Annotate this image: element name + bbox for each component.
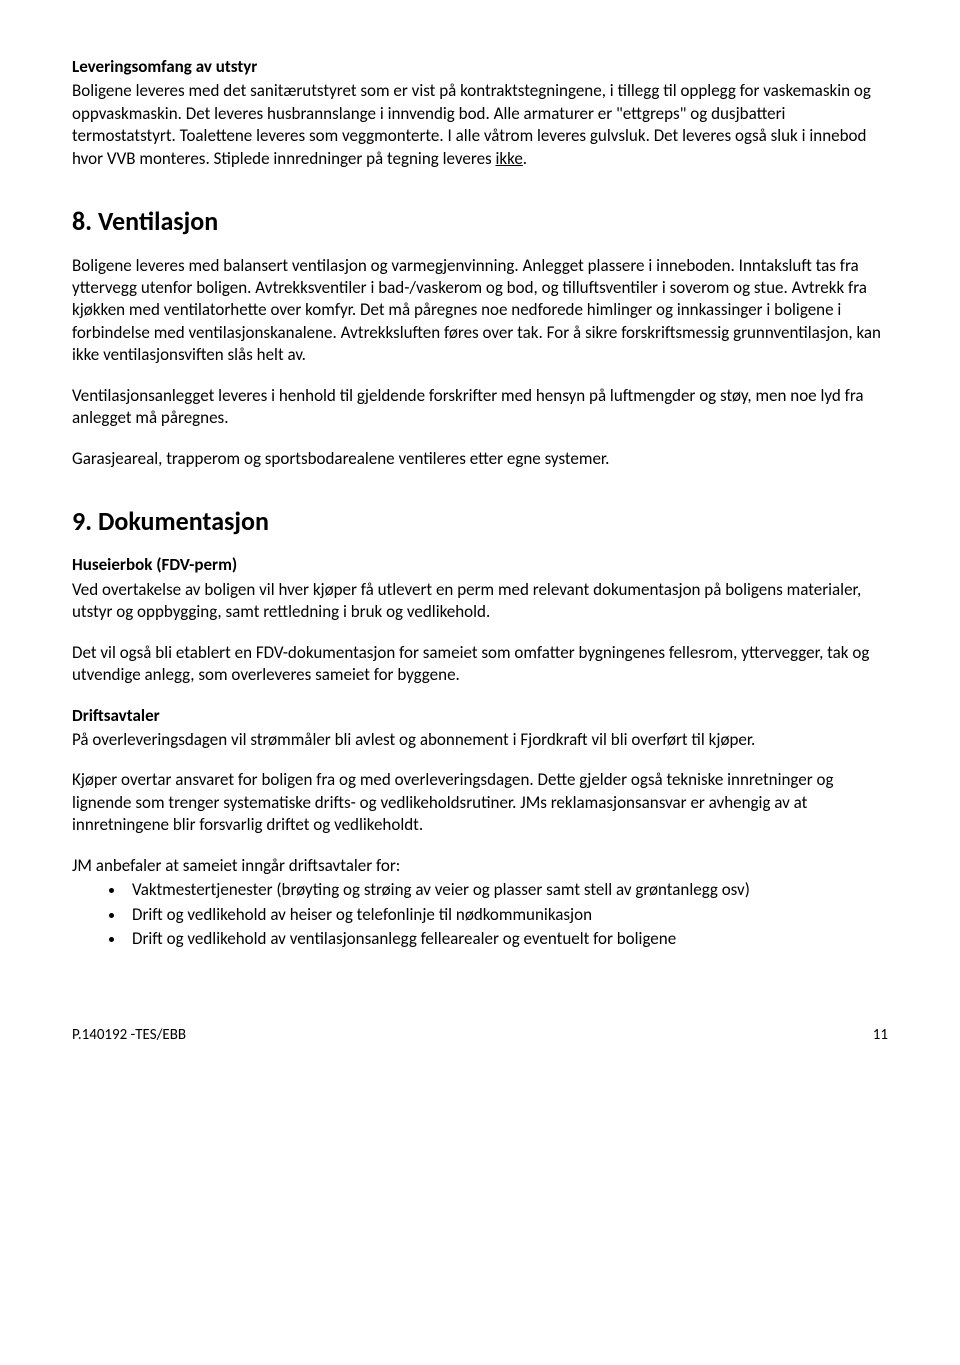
- footer-left: P.140192 -TES/EBB: [72, 1026, 186, 1044]
- list-item: Vaktmestertjenester (brøyting og strøing…: [126, 879, 888, 901]
- subheading-huseierbok: Huseierbok (FDV-perm): [72, 554, 888, 576]
- page-footer: P.140192 -TES/EBB 11: [72, 1026, 888, 1046]
- subheading-leveringsomfang: Leveringsomfang av utstyr: [72, 56, 888, 78]
- section-title-dokumentasjon: 9. Dokumentasjon: [72, 504, 888, 538]
- para-driftsavtaler-2: Kjøper overtar ansvaret for boligen fra …: [72, 769, 888, 836]
- para-ventilasjon-2: Ventilasjonsanlegget leveres i henhold t…: [72, 385, 888, 430]
- para-driftsavtaler-1: På overleveringsdagen vil strømmåler bli…: [72, 729, 888, 751]
- para-huseierbok-2: Det vil også bli etablert en FDV-dokumen…: [72, 642, 888, 687]
- para-leveringsomfang: Boligene leveres med det sanitærutstyret…: [72, 80, 888, 170]
- driftsavtaler-list: Vaktmestertjenester (brøyting og strøing…: [72, 879, 888, 950]
- list-item: Drift og vedlikehold av ventilasjonsanle…: [126, 928, 888, 950]
- para-huseierbok-1: Ved overtakelse av boligen vil hver kjøp…: [72, 579, 888, 624]
- para-ventilasjon-1: Boligene leveres med balansert ventilasj…: [72, 255, 888, 367]
- footer-page-number: 11: [873, 1026, 888, 1046]
- subheading-driftsavtaler: Driftsavtaler: [72, 705, 888, 727]
- list-item: Drift og vedlikehold av heiser og telefo…: [126, 904, 888, 926]
- para-ventilasjon-3: Garasjeareal, trapperom og sportsbodarea…: [72, 448, 888, 470]
- para-driftsavtaler-listintro: JM anbefaler at sameiet inngår driftsavt…: [72, 855, 888, 877]
- section-title-ventilasjon: 8. Ventilasjon: [72, 204, 888, 238]
